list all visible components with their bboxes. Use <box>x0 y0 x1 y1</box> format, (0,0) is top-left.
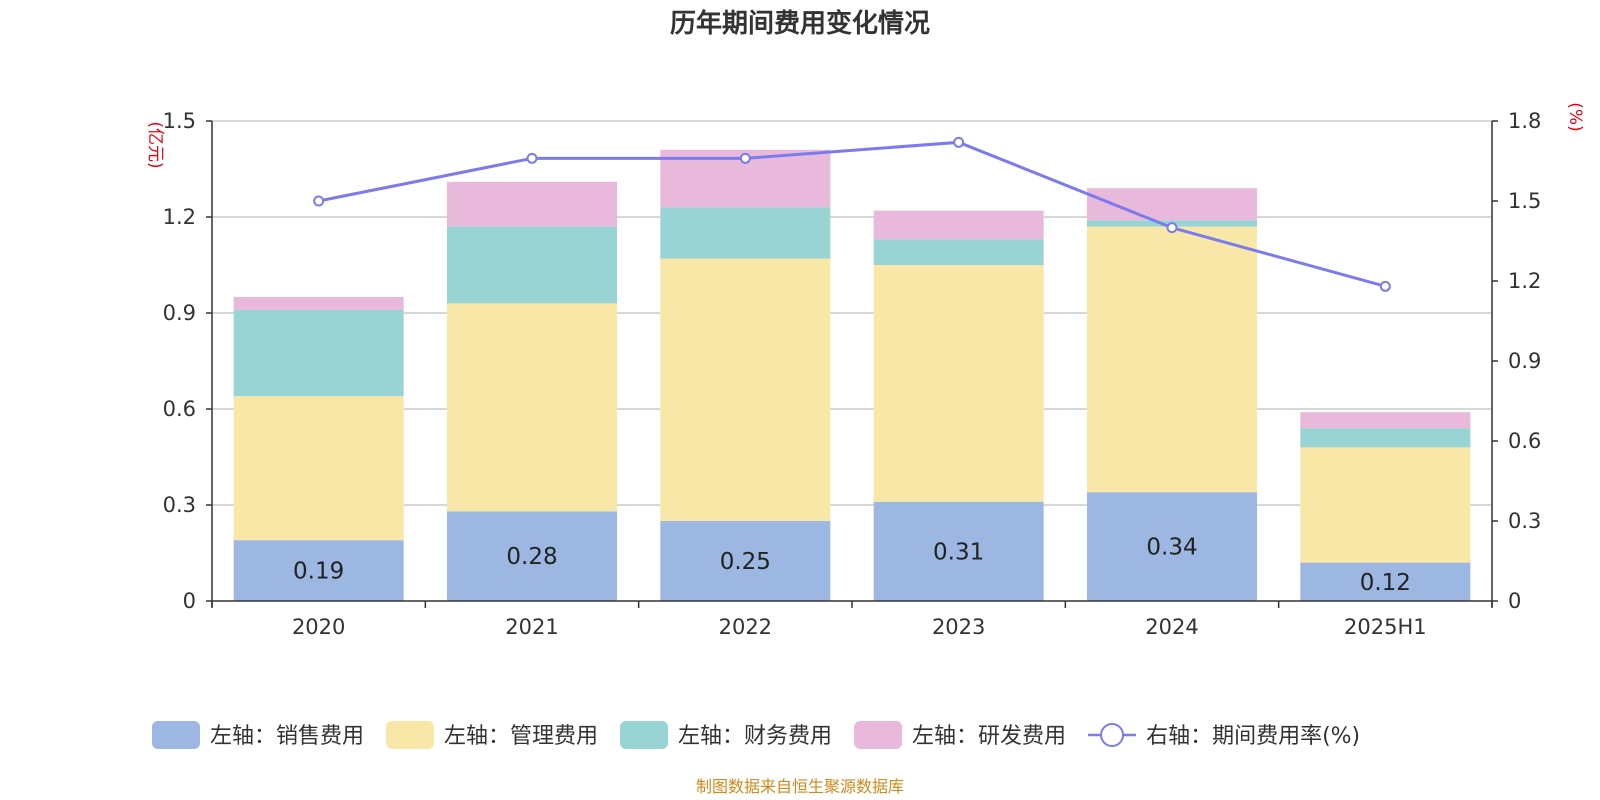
bar-segment <box>1087 226 1257 493</box>
bar-segment <box>660 207 831 259</box>
legend-label: 右轴：期间费用率(%) <box>1146 724 1360 749</box>
right-tick-label: 0.6 <box>1508 429 1541 453</box>
rate-point <box>526 152 538 164</box>
legend-swatch <box>620 721 669 749</box>
bar-segment <box>233 297 404 310</box>
axes: 0 0.3 0.6 0.9 1.2 1.5 0 0.3 0.6 0.9 1.2 1.5 1.8 2020 2… <box>163 109 1542 639</box>
rate-line <box>318 140 1386 288</box>
legend-marker <box>1100 723 1125 747</box>
bar-segment <box>447 181 617 227</box>
rate-point <box>1166 222 1178 234</box>
right-axis-unit: (%) <box>1565 102 1585 131</box>
grid-lines <box>212 120 1492 506</box>
legend-swatch <box>386 721 435 749</box>
left-tick-label: 0.6 <box>163 397 196 421</box>
right-tick-label: 1.5 <box>1508 189 1541 213</box>
right-tick-label: 0.9 <box>1508 349 1541 373</box>
legend: 左轴：销售费用 左轴：管理费用 左轴：财务费用 左轴：研发费用 右轴：期间费用率(%) <box>152 721 1360 749</box>
right-tick-label: 1.2 <box>1508 269 1541 293</box>
left-tick-label: 0.3 <box>163 493 196 517</box>
bar-segment <box>233 396 404 541</box>
rate-point <box>953 136 965 148</box>
legend-label: 左轴：财务费用 <box>678 724 832 749</box>
right-tick-label: 0 <box>1508 589 1521 613</box>
bar-segment <box>660 258 831 521</box>
bar-segment <box>1300 447 1471 563</box>
bar-segment <box>447 303 617 512</box>
bar-data-label: 0.12 <box>1360 570 1411 596</box>
x-tick-label: 2021 <box>505 615 558 639</box>
bar-segment <box>1300 562 1471 601</box>
bar-data-label: 0.19 <box>293 559 344 585</box>
left-tick-label: 1.5 <box>163 109 196 133</box>
bar-data-label: 0.34 <box>1146 535 1197 561</box>
right-tick-label: 0.3 <box>1508 509 1541 533</box>
bar-data-label: 0.25 <box>720 549 771 575</box>
bar-data-label: 0.31 <box>933 539 984 565</box>
bar-segment <box>873 501 1044 601</box>
x-tick-label: 2024 <box>1145 615 1198 639</box>
bar-segment <box>1300 412 1471 429</box>
legend-label: 左轴：管理费用 <box>444 724 598 749</box>
x-tick-label: 2023 <box>932 615 985 639</box>
bar-segment <box>233 309 404 397</box>
bar-segment <box>233 540 404 601</box>
bar-segment <box>873 210 1044 240</box>
legend-label: 左轴：研发费用 <box>912 724 1066 749</box>
bar-segment <box>447 511 617 601</box>
legend-label: 左轴：销售费用 <box>210 724 364 749</box>
bar-segment <box>873 239 1044 265</box>
bar-segment <box>447 226 617 304</box>
bar-data-label: 0.28 <box>506 544 557 570</box>
right-tick-label: 1.8 <box>1508 109 1541 133</box>
x-tick-label: 2025H1 <box>1344 615 1427 639</box>
line-series <box>313 136 1391 292</box>
left-tick-label: 0 <box>183 589 196 613</box>
rate-point <box>1379 280 1391 292</box>
x-tick-label: 2020 <box>292 615 345 639</box>
left-tick-label: 0.9 <box>163 301 196 325</box>
left-tick-label: 1.2 <box>163 205 196 229</box>
bar-segment <box>1300 428 1471 448</box>
bar-segment <box>1087 492 1257 601</box>
bar-segment <box>660 521 831 601</box>
chart-title: 历年期间费用变化情况 <box>670 8 930 39</box>
legend-swatch <box>854 721 903 749</box>
source-note: 制图数据来自恒生聚源数据库 <box>696 777 904 796</box>
legend-swatch <box>152 721 200 749</box>
rate-point <box>739 152 751 164</box>
rate-point <box>313 195 325 207</box>
left-axis-unit: (亿元) <box>145 121 165 168</box>
bar-segment <box>873 265 1044 502</box>
x-tick-label: 2022 <box>719 615 772 639</box>
